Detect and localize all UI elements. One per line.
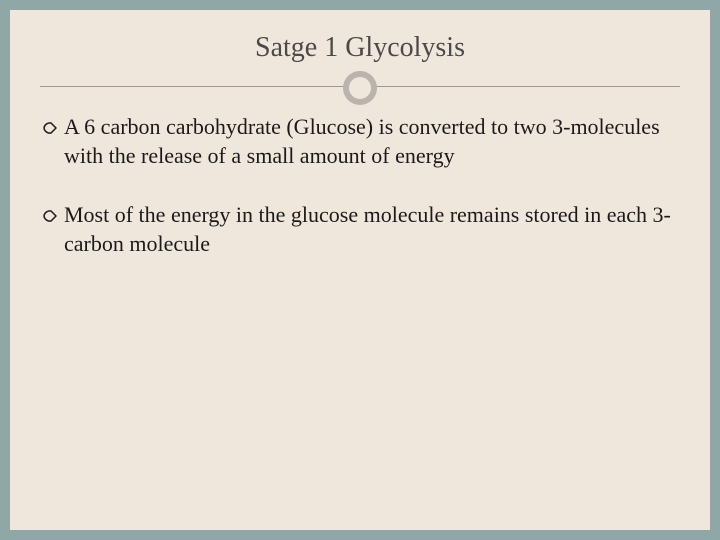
slide-body: A 6 carbon carbohydrate (Glucose) is con… <box>40 112 680 258</box>
bullet-item: Most of the energy in the glucose molecu… <box>42 200 678 258</box>
slide-title: Satge 1 Glycolysis <box>40 32 680 64</box>
divider-circle-icon <box>343 71 377 105</box>
slide: Satge 1 Glycolysis A 6 carbon carbohydra… <box>10 10 710 530</box>
title-divider <box>40 70 680 106</box>
title-wrap: Satge 1 Glycolysis <box>40 32 680 64</box>
bullet-item: A 6 carbon carbohydrate (Glucose) is con… <box>42 112 678 170</box>
